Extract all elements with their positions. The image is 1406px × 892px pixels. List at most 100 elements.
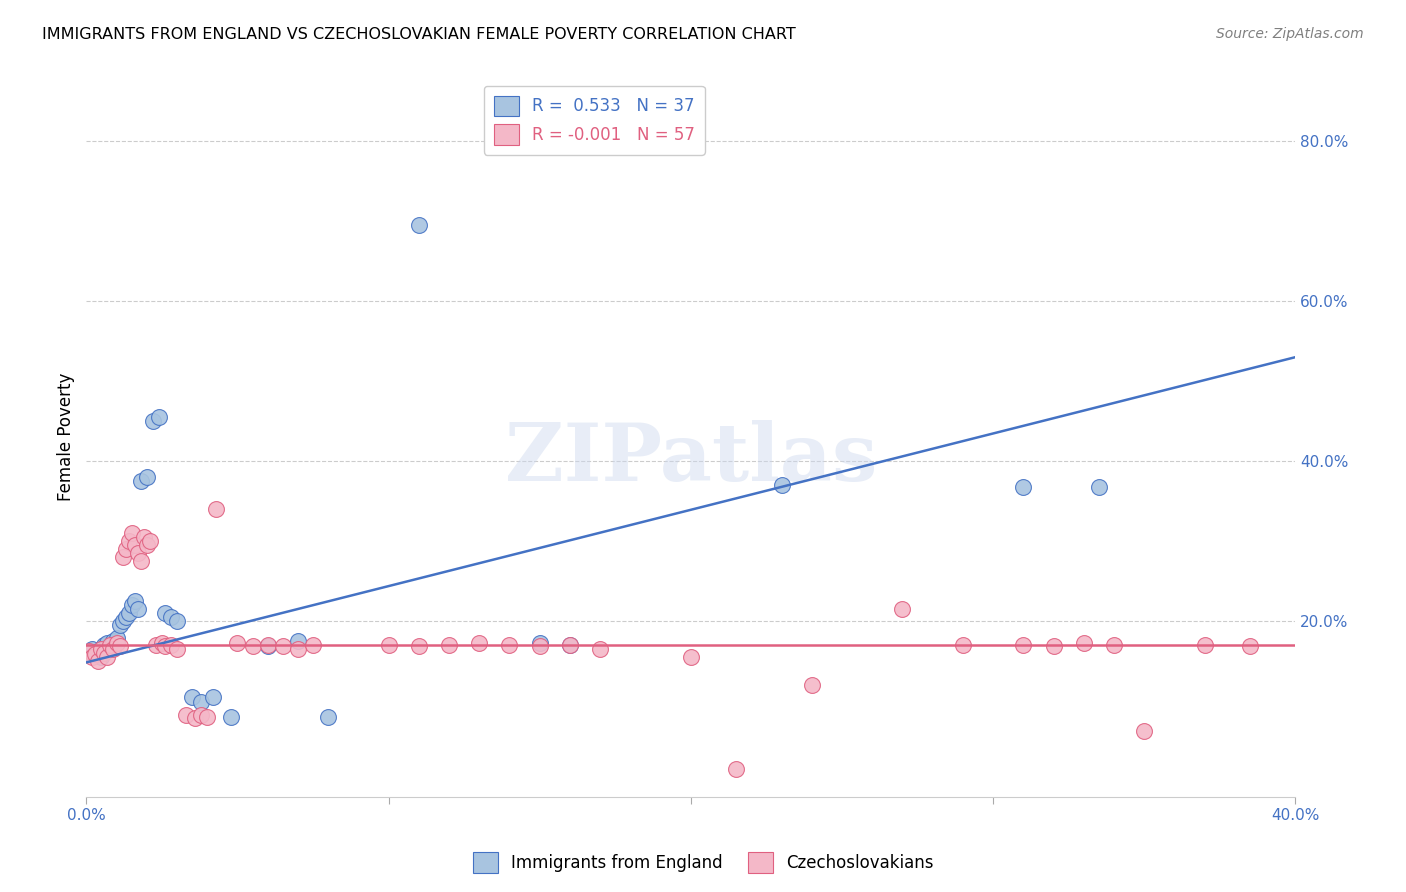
Point	[100, 640, 122, 654]
Text: ZIPatlas: ZIPatlas	[505, 419, 877, 498]
Point	[287, 633, 309, 648]
Point	[160, 638, 183, 652]
Point	[124, 538, 146, 552]
Point	[770, 478, 793, 492]
Point	[127, 602, 149, 616]
Y-axis label: Female Poverty: Female Poverty	[58, 373, 75, 501]
Point	[90, 649, 112, 664]
Point	[1042, 640, 1064, 654]
Point	[100, 638, 122, 652]
Point	[87, 654, 110, 668]
Point	[150, 636, 173, 650]
Point	[153, 640, 176, 654]
Point	[184, 711, 207, 725]
Point	[558, 638, 581, 652]
Point	[153, 606, 176, 620]
Point	[558, 638, 581, 652]
Point	[377, 638, 399, 652]
Point	[1012, 480, 1035, 494]
Point	[226, 636, 249, 650]
Text: IMMIGRANTS FROM ENGLAND VS CZECHOSLOVAKIAN FEMALE POVERTY CORRELATION CHART: IMMIGRANTS FROM ENGLAND VS CZECHOSLOVAKI…	[42, 27, 796, 42]
Point	[287, 641, 309, 656]
Point	[679, 649, 702, 664]
Point	[93, 646, 115, 660]
Point	[271, 640, 294, 654]
Legend: R =  0.533   N = 37, R = -0.001   N = 57: R = 0.533 N = 37, R = -0.001 N = 57	[484, 86, 704, 155]
Point	[181, 690, 204, 704]
Point	[174, 708, 197, 723]
Point	[202, 690, 225, 704]
Point	[108, 618, 131, 632]
Point	[121, 525, 143, 540]
Point	[117, 533, 139, 548]
Point	[1102, 638, 1125, 652]
Point	[221, 710, 243, 724]
Point	[256, 640, 278, 654]
Point	[256, 638, 278, 652]
Legend: Immigrants from England, Czechoslovakians: Immigrants from England, Czechoslovakian…	[465, 846, 941, 880]
Point	[468, 636, 491, 650]
Point	[132, 530, 155, 544]
Point	[190, 695, 212, 709]
Point	[952, 638, 974, 652]
Point	[135, 470, 157, 484]
Point	[87, 644, 110, 658]
Point	[800, 678, 823, 692]
Point	[1239, 640, 1261, 654]
Point	[103, 641, 125, 656]
Point	[195, 710, 218, 724]
Point	[316, 710, 339, 724]
Point	[1088, 480, 1111, 494]
Point	[498, 638, 520, 652]
Point	[242, 640, 264, 654]
Point	[160, 610, 183, 624]
Point	[82, 641, 104, 656]
Point	[1073, 636, 1095, 650]
Point	[121, 598, 143, 612]
Point	[127, 546, 149, 560]
Point	[129, 474, 152, 488]
Point	[129, 554, 152, 568]
Point	[302, 638, 325, 652]
Point	[142, 414, 165, 428]
Point	[190, 708, 212, 723]
Point	[1194, 638, 1216, 652]
Point	[589, 641, 612, 656]
Point	[408, 640, 430, 654]
Point	[135, 538, 157, 552]
Point	[105, 632, 128, 646]
Point	[79, 644, 101, 658]
Point	[111, 549, 134, 564]
Point	[891, 602, 914, 616]
Point	[408, 219, 430, 233]
Point	[529, 640, 551, 654]
Point	[725, 762, 748, 776]
Point	[139, 533, 162, 548]
Point	[124, 594, 146, 608]
Point	[145, 638, 167, 652]
Point	[1012, 638, 1035, 652]
Point	[82, 649, 104, 664]
Point	[117, 606, 139, 620]
Point	[437, 638, 460, 652]
Point	[108, 640, 131, 654]
Point	[166, 614, 188, 628]
Point	[84, 648, 107, 662]
Point	[103, 633, 125, 648]
Point	[79, 646, 101, 660]
Point	[205, 502, 228, 516]
Point	[529, 636, 551, 650]
Point	[1133, 724, 1156, 739]
Point	[90, 641, 112, 656]
Point	[166, 641, 188, 656]
Point	[96, 649, 118, 664]
Point	[114, 541, 136, 556]
Point	[96, 636, 118, 650]
Point	[114, 610, 136, 624]
Point	[105, 636, 128, 650]
Point	[84, 648, 107, 662]
Point	[111, 614, 134, 628]
Text: Source: ZipAtlas.com: Source: ZipAtlas.com	[1216, 27, 1364, 41]
Point	[148, 410, 170, 425]
Point	[93, 638, 115, 652]
